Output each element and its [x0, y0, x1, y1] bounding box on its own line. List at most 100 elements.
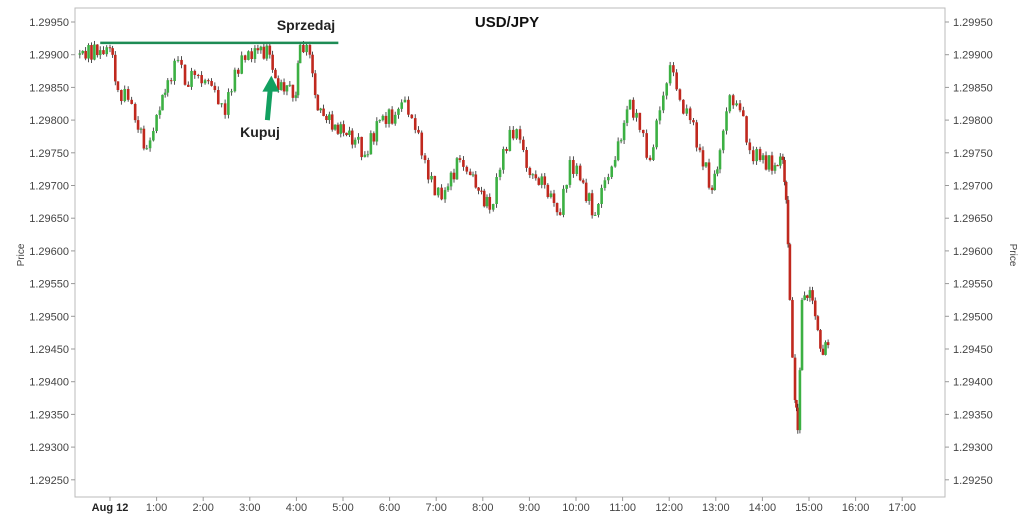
candle-body: [616, 141, 620, 160]
candle-body: [805, 295, 809, 298]
candle-body: [767, 155, 771, 170]
x-tick-label: 13:00: [702, 502, 730, 514]
candle-body: [381, 115, 385, 121]
x-tick-label: 9:00: [519, 502, 540, 514]
candle-body: [543, 176, 547, 185]
x-tick-label: 15:00: [795, 502, 823, 514]
candle-body: [220, 103, 223, 105]
candle-body: [707, 162, 711, 188]
candle-body: [196, 74, 200, 76]
candle-body: [773, 165, 777, 171]
candle-body: [587, 193, 591, 201]
candle-body: [485, 196, 489, 207]
candle-body: [390, 109, 394, 124]
y-tick-label-right: 1.29750: [953, 148, 993, 160]
candle-body: [213, 85, 217, 91]
candle-body: [522, 139, 525, 151]
candle-body: [668, 65, 672, 84]
candle-body: [821, 348, 825, 355]
candle-body: [180, 59, 183, 65]
candle-body: [93, 44, 96, 60]
candle-body: [276, 78, 280, 91]
candle-body: [169, 80, 173, 82]
candle-body: [142, 128, 146, 149]
candle-body: [316, 95, 320, 111]
candle-body: [210, 80, 213, 86]
candle-body: [531, 174, 535, 176]
candle-body: [426, 159, 430, 180]
buy-label: Kupuj: [240, 124, 280, 140]
y-tick-label-right: 1.29600: [953, 246, 993, 258]
candle-body: [741, 110, 745, 117]
candle-body: [568, 159, 572, 185]
candle-body: [468, 171, 472, 176]
candle-body: [173, 60, 176, 82]
candle-body: [701, 150, 705, 167]
candle-body: [339, 124, 343, 134]
candle-body: [319, 108, 323, 111]
candle-body: [803, 295, 806, 300]
candle-body: [163, 92, 167, 95]
candle-body: [632, 99, 635, 118]
candle-body: [552, 193, 556, 203]
y-tick-label-left: 1.29700: [29, 181, 69, 193]
candle-body: [308, 44, 312, 55]
candle-body: [436, 187, 440, 196]
x-tick-label: 17:00: [888, 502, 916, 514]
candle-body: [366, 154, 370, 156]
candle-body: [784, 181, 788, 200]
candle-body: [330, 114, 334, 130]
candle-body: [704, 162, 708, 167]
candle-body: [423, 155, 427, 160]
candle-body: [796, 407, 800, 431]
candle-body: [761, 155, 765, 160]
candle-body: [505, 148, 508, 151]
y-tick-label-right: 1.29800: [953, 115, 993, 127]
sell-label: Sprzedaj: [277, 17, 335, 33]
candle-body: [465, 166, 469, 172]
candle-body: [446, 186, 450, 191]
candle-body: [648, 157, 652, 160]
candle-body: [619, 140, 623, 142]
candle-body: [259, 46, 263, 51]
candle-body: [540, 176, 544, 185]
candle-body: [247, 51, 250, 60]
y-axis-label-right: Price: [1007, 244, 1018, 267]
x-tick-label: 3:00: [239, 502, 260, 514]
candle-body: [578, 165, 582, 181]
candle-body: [776, 165, 779, 167]
candle-body: [207, 80, 210, 82]
candle-body: [256, 48, 260, 51]
candle-body: [449, 172, 453, 187]
candle-body: [613, 159, 617, 167]
candle-body: [590, 193, 594, 216]
candle-body: [417, 129, 420, 133]
candle-body: [793, 357, 797, 401]
y-tick-label-right: 1.29650: [953, 213, 993, 225]
candle-body: [665, 83, 669, 96]
candle-body: [716, 169, 719, 174]
candle-body: [113, 54, 117, 82]
candle-body: [515, 129, 518, 139]
x-tick-label: 11:00: [609, 502, 636, 514]
buy-arrow-head-icon: [262, 75, 280, 92]
candle-body: [322, 108, 325, 116]
candle-body: [111, 48, 114, 55]
candle-body: [274, 69, 277, 79]
candle-body: [751, 150, 755, 162]
candle-body: [262, 46, 266, 59]
candle-body: [511, 129, 515, 139]
x-tick-label: 5:00: [332, 502, 353, 514]
candle-body: [133, 103, 137, 121]
candle-body: [328, 114, 331, 121]
candle-body: [698, 147, 702, 151]
candle-body: [758, 149, 762, 160]
candle-body: [685, 108, 689, 114]
candle-body: [400, 102, 404, 109]
candle-body: [413, 118, 417, 130]
candle-body: [98, 50, 102, 56]
candle-body: [227, 92, 230, 115]
candle-body: [480, 190, 483, 192]
candle-body: [268, 45, 272, 55]
